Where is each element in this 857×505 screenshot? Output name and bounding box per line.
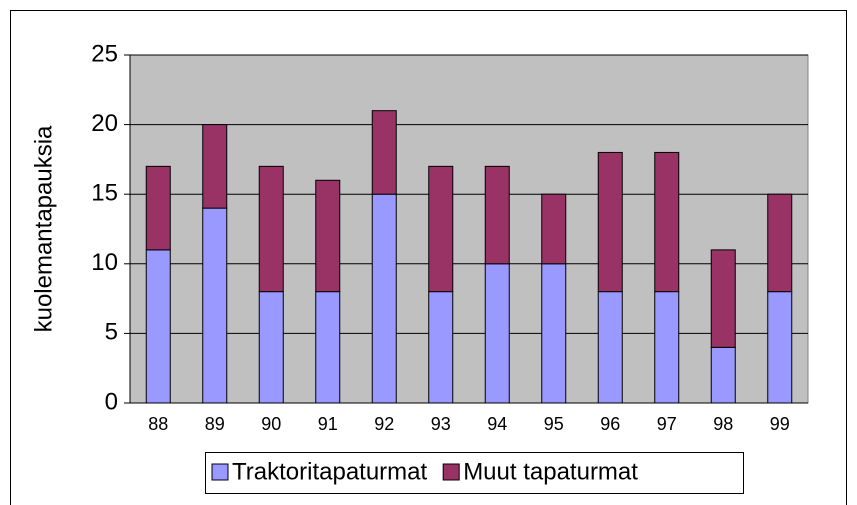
x-tick-label: 93 [431,414,451,434]
x-tick-label: 95 [544,414,564,434]
bar-segment [202,207,228,404]
x-tick-label: 96 [600,414,620,434]
bar-segment [597,291,623,404]
legend-swatch [211,463,229,481]
x-tick-label: 94 [487,414,507,434]
bar-segment [541,263,567,404]
bar-segment [654,291,680,404]
bar-segment [541,193,567,265]
bar-segment [202,124,228,209]
y-tick-label: 0 [105,388,118,415]
bar-segment [258,165,284,293]
y-tick-label: 20 [91,110,118,137]
legend-label: Traktoritapaturmat [232,458,428,485]
y-axis-label: kuolemantapauksia [30,125,57,332]
bar-segment [428,291,454,404]
bar-segment [371,110,397,195]
bar-segment [484,165,510,265]
plot-area [129,54,809,404]
bar-segment [258,291,284,404]
y-tick-label: 5 [105,319,118,346]
bar-segment [710,346,736,404]
y-tick-label: 15 [91,180,118,207]
x-tick-label: 98 [713,414,733,434]
bar-segment [654,151,680,293]
bar-segment [767,291,793,404]
legend-label: Muut tapaturmat [463,458,638,485]
y-tick-label: 25 [91,40,118,67]
y-tick-label: 10 [91,249,118,276]
bar-segment [145,165,171,251]
x-tick-label: 89 [205,414,225,434]
bar-segment [145,249,171,404]
bar-segment [371,193,397,404]
legend-swatch [442,463,460,481]
x-tick-label: 90 [261,414,281,434]
x-tick-label: 97 [657,414,677,434]
bar-segment [767,193,793,293]
bar-segment [710,249,736,348]
bar-segment [315,179,341,293]
bar-segment [428,165,454,293]
x-tick-label: 91 [318,414,338,434]
x-tick-label: 92 [374,414,394,434]
bar-segment [315,291,341,404]
x-tick-label: 99 [770,414,790,434]
bar-segment [597,151,623,293]
bar-segment [484,263,510,404]
x-tick-label: 88 [148,414,168,434]
legend [205,452,744,494]
